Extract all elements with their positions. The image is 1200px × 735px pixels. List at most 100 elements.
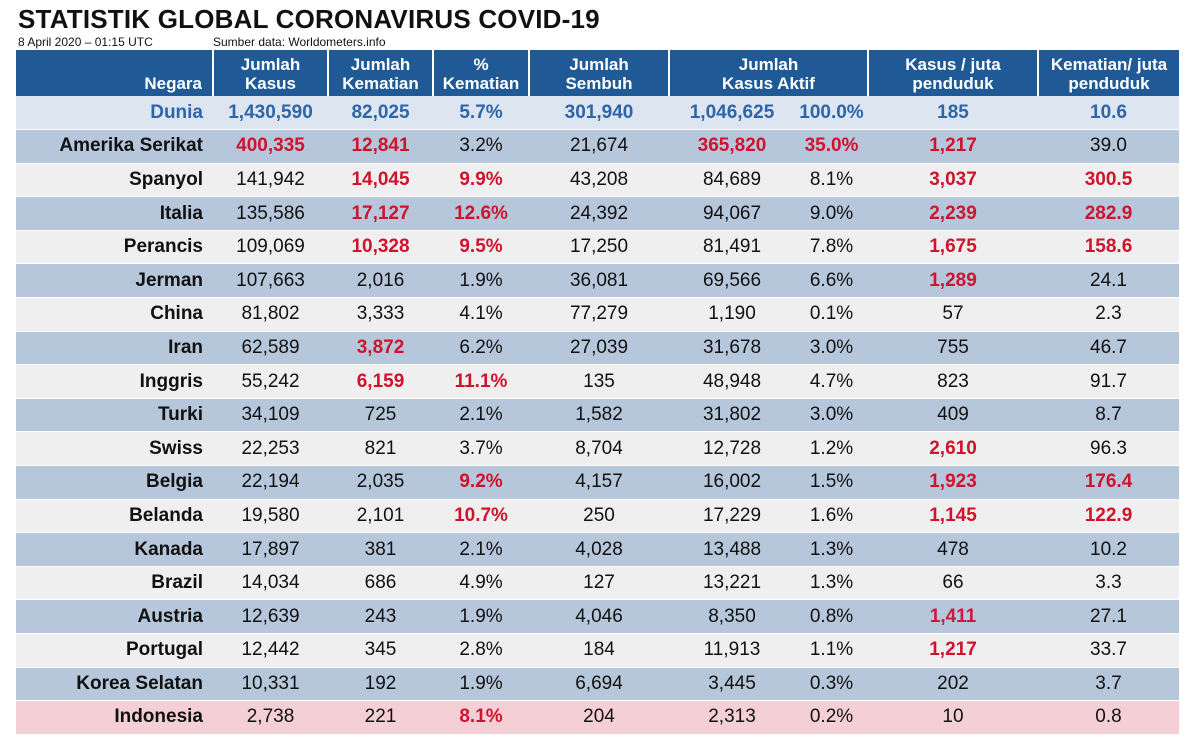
cell-active-pct: 8.1% — [795, 163, 868, 198]
table-row-Amerika Serikat: Amerika Serikat 400,335 12,841 3.2% 21,674 36… — [16, 129, 1179, 164]
cell-active-pct: 1.3% — [795, 566, 868, 601]
cell-cases: 19,580 — [213, 499, 328, 534]
cell-cases: 14,034 — [213, 566, 328, 601]
cell-deaths-per-million: 96.3 — [1038, 431, 1179, 467]
cell-death-pct: 4.1% — [433, 297, 529, 332]
cell-active: 16,002 — [669, 465, 795, 500]
cell-active-pct: 100.0% — [795, 96, 868, 131]
cell-deaths: 725 — [328, 398, 433, 433]
cell-deaths-per-million: 24.1 — [1038, 263, 1179, 299]
cell-deaths-per-million: 3.7 — [1038, 667, 1179, 702]
cell-recovered: 4,028 — [529, 532, 669, 567]
cell-deaths: 2,016 — [328, 263, 433, 299]
cell-recovered: 43,208 — [529, 163, 669, 198]
cell-death-pct: 9.9% — [433, 163, 529, 198]
cell-death-pct: 2.1% — [433, 532, 529, 567]
cell-deaths: 192 — [328, 667, 433, 702]
cell-recovered: 6,694 — [529, 667, 669, 702]
cell-deaths: 381 — [328, 532, 433, 567]
header-kasus-aktif: Jumlah Kasus Aktif — [669, 50, 869, 96]
cell-cases: 22,194 — [213, 465, 328, 500]
header-kasus-per-juta: Kasus / juta penduduk — [868, 50, 1039, 96]
cell-recovered: 8,704 — [529, 431, 669, 467]
cell-death-pct: 12.6% — [433, 196, 529, 231]
cell-deaths-per-million: 10.2 — [1038, 532, 1179, 567]
cell-cases-per-million: 1,217 — [868, 633, 1038, 668]
cell-recovered: 24,392 — [529, 196, 669, 231]
cell-recovered: 135 — [529, 364, 669, 399]
cell-cases: 135,586 — [213, 196, 328, 231]
cell-deaths-per-million: 27.1 — [1038, 599, 1179, 634]
cell-cases-per-million: 185 — [868, 96, 1038, 131]
cell-country: Dunia — [16, 96, 213, 131]
cell-active-pct: 9.0% — [795, 196, 868, 231]
cell-country: Austria — [16, 599, 213, 634]
cell-deaths: 14,045 — [328, 163, 433, 198]
cell-cases-per-million: 2,610 — [868, 431, 1038, 467]
cell-death-pct: 5.7% — [433, 96, 529, 131]
cell-deaths: 2,035 — [328, 465, 433, 500]
cell-cases: 81,802 — [213, 297, 328, 332]
cell-country: Belgia — [16, 465, 213, 500]
source-label: Sumber data: Worldometers.info — [213, 35, 386, 49]
header-jumlah-kasus: Jumlah Kasus — [213, 50, 329, 96]
cell-recovered: 184 — [529, 633, 669, 668]
cell-country: Indonesia — [16, 700, 213, 735]
cell-active: 31,802 — [669, 398, 795, 433]
cell-deaths-per-million: 158.6 — [1038, 230, 1179, 265]
cell-active-pct: 0.1% — [795, 297, 868, 332]
cell-active-pct: 0.3% — [795, 667, 868, 702]
table-row-Brazil: Brazil 14,034 686 4.9% 127 13,221 1.3% 66 3.3 — [16, 566, 1179, 601]
cell-country: Perancis — [16, 230, 213, 265]
cell-deaths-per-million: 122.9 — [1038, 499, 1179, 534]
cell-country: Spanyol — [16, 163, 213, 198]
table-row-Belgia: Belgia 22,194 2,035 9.2% 4,157 16,002 1.5% 1,92… — [16, 465, 1179, 500]
cell-active-pct: 1.6% — [795, 499, 868, 534]
cell-deaths: 6,159 — [328, 364, 433, 399]
cell-deaths-per-million: 176.4 — [1038, 465, 1179, 500]
table-header-row: Negara Jumlah Kasus Jumlah Kematian % Kemat… — [16, 50, 1179, 96]
cell-active: 1,046,625 — [669, 96, 795, 131]
cell-cases: 1,430,590 — [213, 96, 328, 131]
cell-active-pct: 3.0% — [795, 331, 868, 366]
cell-active-pct: 0.8% — [795, 599, 868, 634]
cell-cases: 34,109 — [213, 398, 328, 433]
cell-active: 69,566 — [669, 263, 795, 299]
cell-recovered: 4,046 — [529, 599, 669, 634]
world-row: Dunia 1,430,590 82,025 5.7% 301,940 1,046,625… — [16, 96, 1179, 131]
table-row-Belanda: Belanda 19,580 2,101 10.7% 250 17,229 1.6% 1,14… — [16, 499, 1179, 534]
cell-death-pct: 1.9% — [433, 667, 529, 702]
cell-cases: 10,331 — [213, 667, 328, 702]
cell-deaths: 12,841 — [328, 129, 433, 164]
cell-active: 365,820 — [669, 129, 795, 164]
table-row-Korea Selatan: Korea Selatan 10,331 192 1.9% 6,694 3,445 0.3%… — [16, 667, 1179, 702]
cell-country: Portugal — [16, 633, 213, 668]
table-row-Inggris: Inggris 55,242 6,159 11.1% 135 48,948 4.7% 823 9… — [16, 364, 1179, 399]
cell-deaths-per-million: 91.7 — [1038, 364, 1179, 399]
cell-cases-per-million: 3,037 — [868, 163, 1038, 198]
cell-death-pct: 9.5% — [433, 230, 529, 265]
cell-deaths: 821 — [328, 431, 433, 467]
table-body: Dunia 1,430,590 82,025 5.7% 301,940 1,046,625… — [16, 96, 1179, 735]
cell-country: Turki — [16, 398, 213, 433]
cell-recovered: 127 — [529, 566, 669, 601]
cell-cases: 62,589 — [213, 331, 328, 366]
cell-cases-per-million: 10 — [868, 700, 1038, 735]
cell-cases-per-million: 1,145 — [868, 499, 1038, 534]
table-row-Italia: Italia 135,586 17,127 12.6% 24,392 94,067 9.0%… — [16, 196, 1179, 231]
cell-death-pct: 9.2% — [433, 465, 529, 500]
cell-country: Amerika Serikat — [16, 129, 213, 164]
header-jumlah-sembuh: Jumlah Sembuh — [529, 50, 670, 96]
cell-active: 2,313 — [669, 700, 795, 735]
table-row-Portugal: Portugal 12,442 345 2.8% 184 11,913 1.1% 1,217 3… — [16, 633, 1179, 668]
cell-country: Inggris — [16, 364, 213, 399]
cell-cases: 17,897 — [213, 532, 328, 567]
cell-death-pct: 4.9% — [433, 566, 529, 601]
cell-deaths: 221 — [328, 700, 433, 735]
cell-active: 3,445 — [669, 667, 795, 702]
cell-active-pct: 0.2% — [795, 700, 868, 735]
cell-death-pct: 2.1% — [433, 398, 529, 433]
cell-active: 13,221 — [669, 566, 795, 601]
cell-cases-per-million: 1,923 — [868, 465, 1038, 500]
cell-deaths: 345 — [328, 633, 433, 668]
